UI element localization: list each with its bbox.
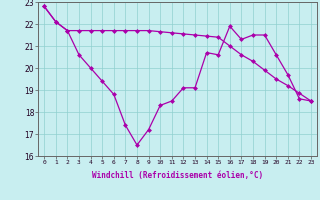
X-axis label: Windchill (Refroidissement éolien,°C): Windchill (Refroidissement éolien,°C): [92, 171, 263, 180]
